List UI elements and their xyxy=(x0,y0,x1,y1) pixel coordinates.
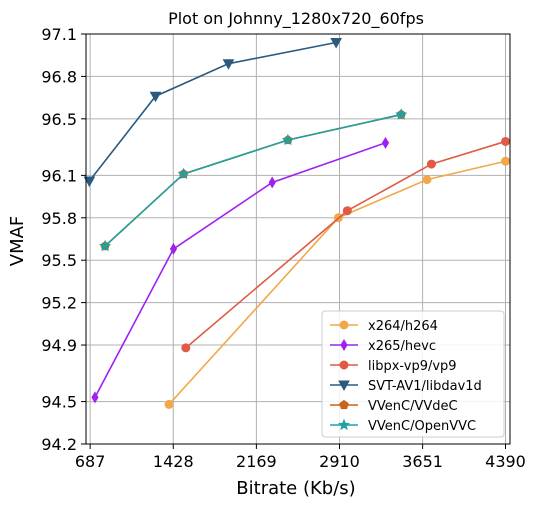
x-tick-label: 3651 xyxy=(402,452,443,471)
legend-item: libpx-vp9/vp9 xyxy=(330,359,457,374)
legend-item: x265/hevc xyxy=(330,339,436,354)
data-point-marker xyxy=(91,391,99,404)
data-point-marker xyxy=(395,108,408,120)
series-layer xyxy=(83,37,511,409)
legend-box xyxy=(321,310,505,438)
legend-marker xyxy=(339,320,349,330)
legend-item: VVenC/OpenVVC xyxy=(330,418,476,434)
legend: x264/h264 x265/hevc libpx-vp9/vp9 SVT-AV1/l… xyxy=(321,310,505,438)
y-tick-label: 95.2 xyxy=(41,294,77,313)
x-tick-label: 687 xyxy=(75,452,106,471)
legend-marker xyxy=(338,380,350,392)
y-tick-label: 95.5 xyxy=(41,251,77,270)
data-point-marker xyxy=(222,59,235,70)
series-group xyxy=(181,136,511,353)
axis-ticks: 687 1428 2169 2910 3651 4390 94.2 94.5 94.9 95.2 9… xyxy=(41,25,525,471)
data-point-marker xyxy=(381,136,390,149)
data-point-marker xyxy=(164,399,174,409)
data-point-marker xyxy=(342,206,352,216)
legend-marker xyxy=(339,399,349,410)
legend-label: SVT-AV1/libdav1d xyxy=(368,379,482,394)
series-group xyxy=(83,37,342,188)
y-tick-label: 97.1 xyxy=(41,25,77,44)
data-point-marker xyxy=(330,37,342,49)
y-tick-label: 96.1 xyxy=(41,166,77,185)
legend-item: VVenC/VVdeC xyxy=(330,399,458,414)
series-group xyxy=(100,109,407,251)
x-tick-label: 4390 xyxy=(485,452,526,471)
series-line xyxy=(104,113,402,247)
data-point-marker xyxy=(177,167,190,180)
series-group xyxy=(164,156,511,409)
y-tick-label: 94.9 xyxy=(41,336,77,355)
data-point-marker xyxy=(149,91,162,103)
chart-title: Plot on Johnny_1280x720_60fps xyxy=(168,9,424,29)
series-line xyxy=(168,160,506,405)
y-tick-label: 94.5 xyxy=(41,393,77,412)
legend-marker xyxy=(340,339,348,351)
x-tick-label: 2910 xyxy=(319,452,360,471)
legend-marker xyxy=(339,360,349,370)
series-group xyxy=(91,136,390,404)
data-point-marker xyxy=(426,159,436,169)
y-tick-label: 96.8 xyxy=(41,67,77,86)
legend-item: SVT-AV1/libdav1d xyxy=(330,379,482,394)
series-line xyxy=(94,142,386,398)
series-group xyxy=(99,108,408,252)
data-point-marker xyxy=(181,343,191,353)
series-line xyxy=(104,113,402,247)
legend-label: VVenC/VVdeC xyxy=(368,399,458,414)
data-point-marker xyxy=(501,136,511,146)
y-tick-label: 95.8 xyxy=(41,209,77,228)
legend-label: libpx-vp9/vp9 xyxy=(368,359,457,374)
legend-marker xyxy=(337,418,351,431)
plot-frame xyxy=(85,33,511,445)
data-point-marker xyxy=(83,176,96,188)
data-point-marker xyxy=(99,239,112,252)
data-point-marker xyxy=(281,133,294,146)
y-tick-label: 94.2 xyxy=(41,435,77,454)
x-tick-label: 2169 xyxy=(236,452,277,471)
legend-label: x264/h264 xyxy=(368,319,438,334)
legend-label: x265/hevc xyxy=(368,339,436,354)
legend-label: VVenC/OpenVVC xyxy=(368,419,476,434)
x-axis-label: Bitrate (Kb/s) xyxy=(236,478,355,499)
legend-item: x264/h264 xyxy=(330,319,438,334)
data-point-marker xyxy=(422,175,432,185)
series-line xyxy=(88,41,337,182)
y-axis-label: VMAF xyxy=(7,216,28,267)
series-line xyxy=(185,140,506,349)
grid-lines xyxy=(86,33,510,445)
data-point-marker xyxy=(169,242,178,255)
data-point-marker xyxy=(501,156,511,166)
data-point-marker xyxy=(268,176,276,189)
y-tick-label: 96.5 xyxy=(41,110,77,129)
x-tick-label: 1428 xyxy=(153,452,194,471)
